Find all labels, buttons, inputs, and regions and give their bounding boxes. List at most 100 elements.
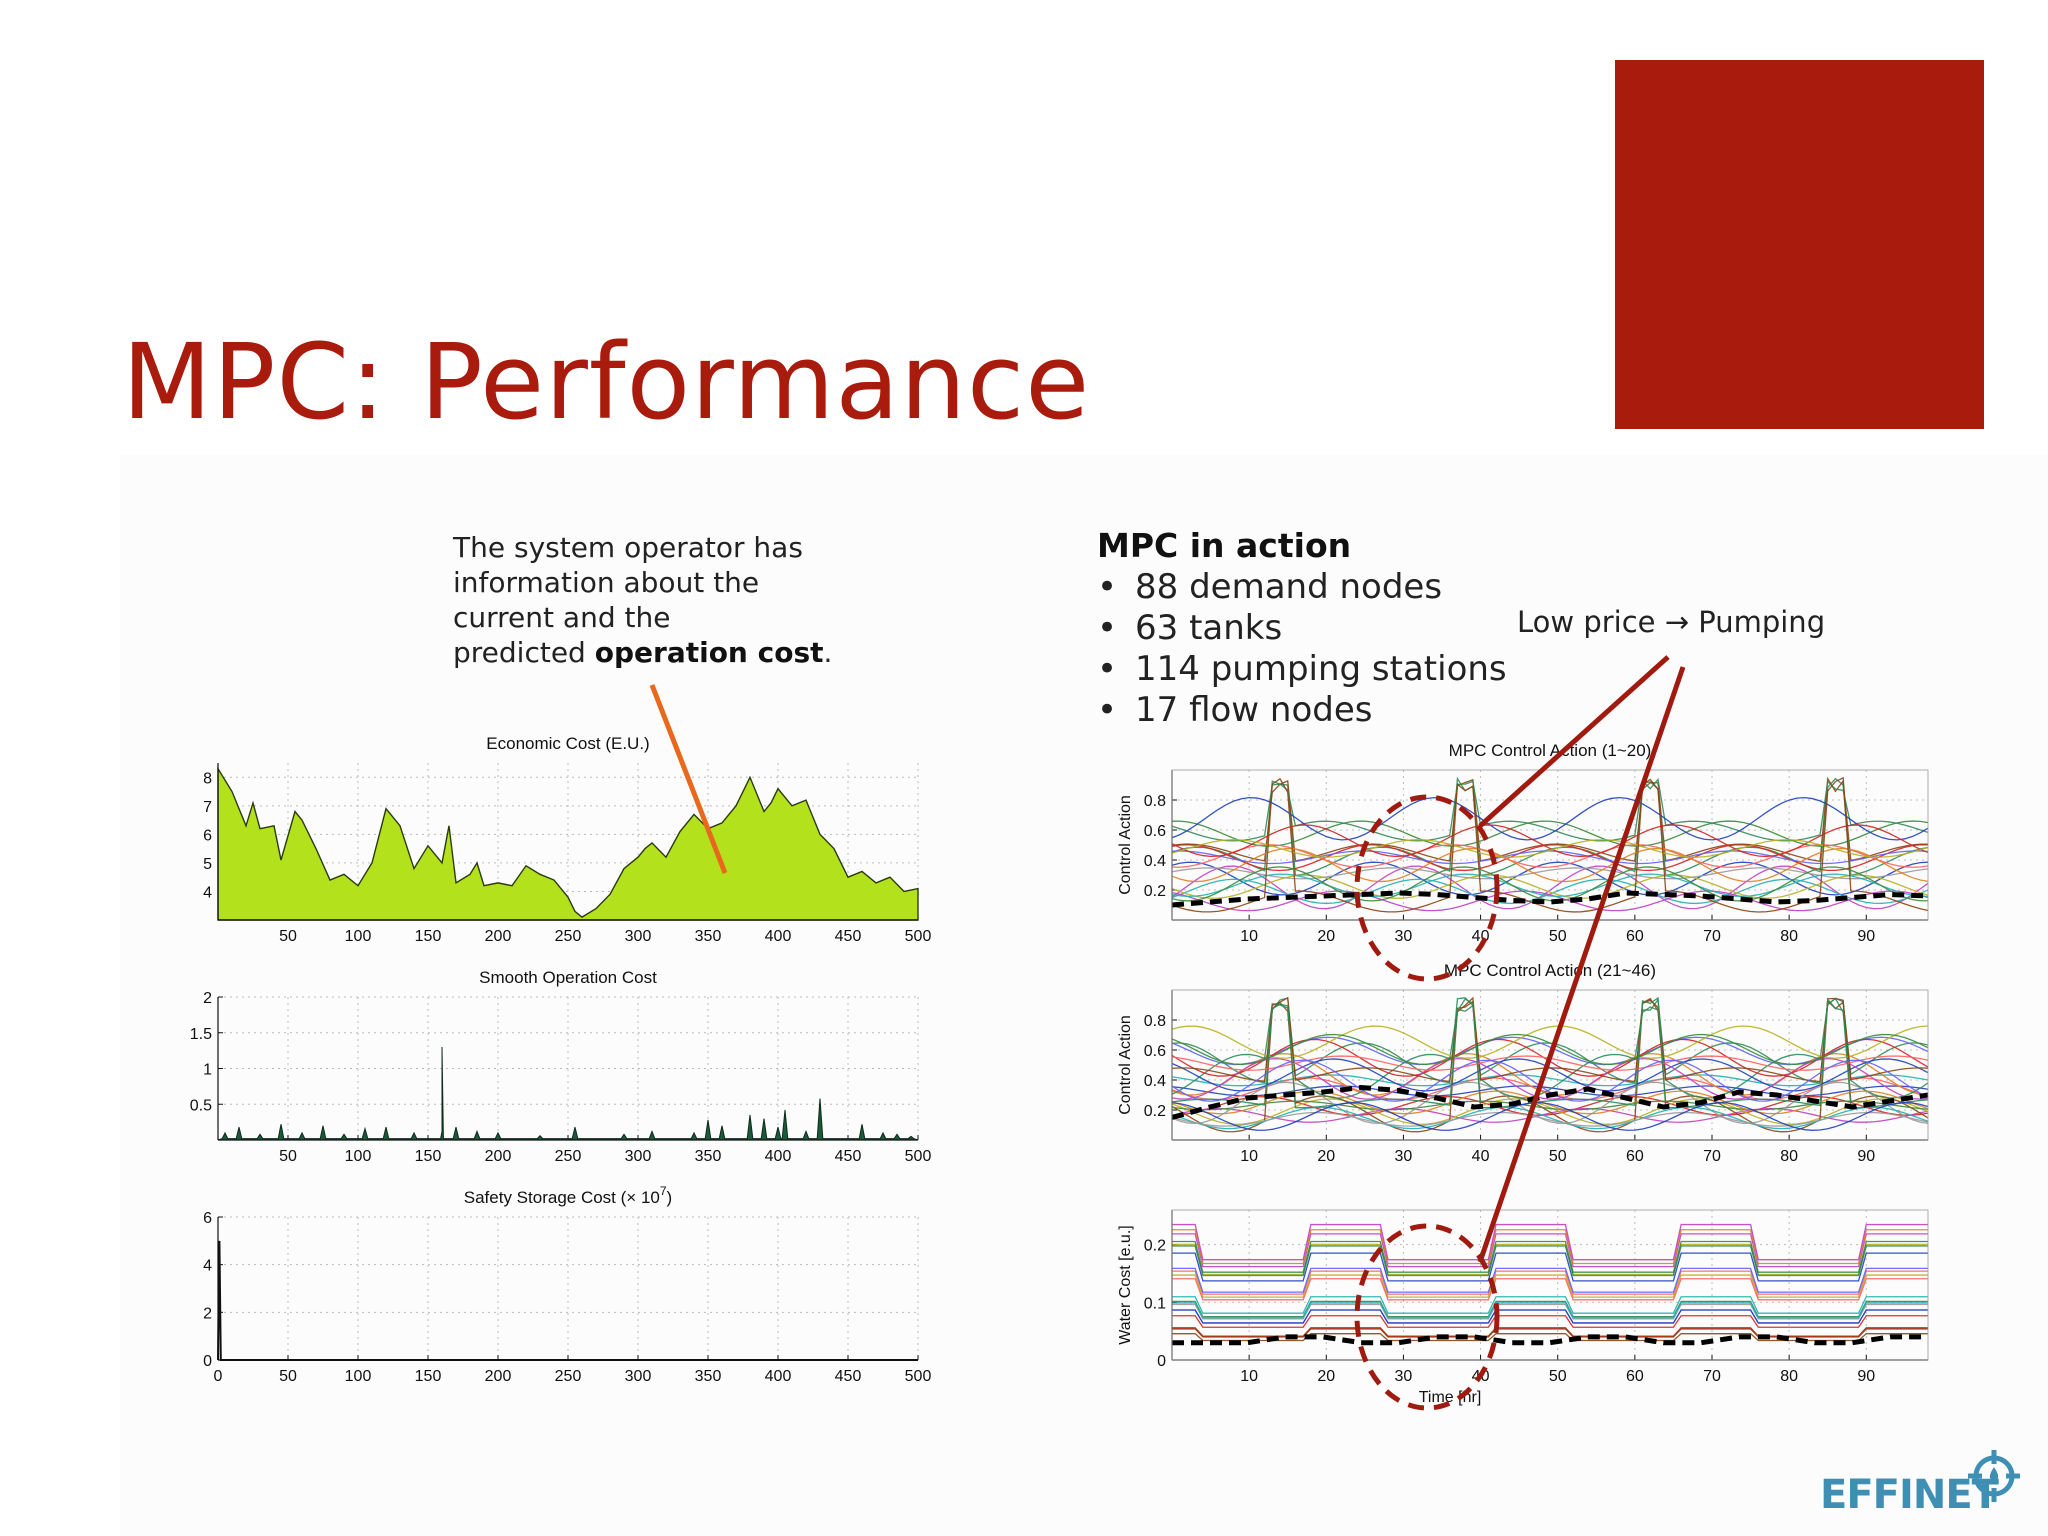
x-tick-label: 80: [1780, 1148, 1798, 1165]
dashed-highlight-ellipse-top: [1354, 794, 1500, 982]
series-line: [1171, 1057, 1929, 1100]
series-line: [1171, 997, 1929, 1133]
series-line: [1172, 1303, 1928, 1320]
x-tick-label: 50: [279, 1148, 297, 1165]
callout-line-2: information about the: [453, 566, 760, 599]
crosshair-drop-icon: [1968, 1450, 2020, 1502]
low-price-annotation: Low price → Pumping: [1517, 605, 1826, 639]
series-line: [1171, 1106, 1929, 1130]
y-tick-label: 0.6: [1144, 823, 1166, 840]
x-axis-label: Time [hr]: [1419, 1389, 1482, 1406]
x-tick-label: 60: [1626, 1368, 1644, 1385]
chart-title: Smooth Operation Cost: [479, 968, 657, 987]
x-tick-label: 500: [905, 928, 932, 945]
x-tick-label: 250: [555, 1148, 582, 1165]
chart-smooth: 50 100 150 200 250 300 350 400 450 500 0.5 1 1.5 2 Smo…: [190, 968, 932, 1165]
y-tick-label: 0.4: [1144, 853, 1166, 870]
series-line: [1172, 1243, 1928, 1276]
series-line: [1171, 1059, 1929, 1102]
series-line: [1171, 839, 1929, 858]
plot-frame: [1171, 769, 1929, 921]
mpc-bullet-item: • 114 pumping stations: [1097, 649, 1507, 690]
average-dashed-line: [1171, 1084, 1929, 1120]
mpc-bullet-item: • 63 tanks: [1097, 608, 1507, 649]
series-line: [1172, 1296, 1928, 1314]
x-tick-label: 400: [765, 928, 792, 945]
y-tick-label: 0.8: [1144, 793, 1166, 810]
x-tick-label: 80: [1780, 928, 1798, 945]
y-tick-label: 0.6: [1144, 1043, 1166, 1060]
effinet-logo: EFFINET: [1820, 1450, 2020, 1518]
y-tick-label: 2: [203, 1305, 212, 1322]
x-tick-label: 90: [1857, 1148, 1875, 1165]
series-line: [1171, 861, 1929, 896]
series-line: [1171, 847, 1929, 883]
x-tick-label: 70: [1703, 1368, 1721, 1385]
x-tick-label: 60: [1626, 1148, 1644, 1165]
series-line: [1171, 890, 1929, 912]
bullet-dot: •: [1097, 690, 1118, 730]
chart-title: MPC Control Action (1~20): [1449, 741, 1652, 760]
y-axis-label: Control Action: [1117, 795, 1134, 895]
series-line: [1172, 1223, 1928, 1261]
series-line: [1171, 878, 1929, 905]
callout-prefix: predicted: [453, 636, 595, 669]
figure-background: [120, 455, 2048, 1536]
x-tick-label: 450: [835, 1148, 862, 1165]
series-line: [1171, 796, 1929, 841]
callout-line-3: current and the: [453, 601, 671, 634]
plot-frame: [1171, 989, 1929, 1141]
x-tick-label: 350: [695, 1148, 722, 1165]
y-tick-label: 1: [203, 1062, 212, 1079]
mpc-bullet-text: 114 pumping stations: [1135, 649, 1507, 689]
x-tick-label: 350: [695, 928, 722, 945]
y-tick-label: 0: [1157, 1353, 1166, 1370]
y-tick-label: 0.2: [1144, 1103, 1166, 1120]
y-tick-label: 0: [203, 1353, 212, 1370]
series-line: [1172, 1300, 1928, 1318]
callout-suffix: .: [823, 636, 833, 669]
x-tick-label: 500: [905, 1368, 932, 1385]
y-tick-label: 7: [203, 799, 212, 816]
x-tick-label: 300: [625, 1148, 652, 1165]
callout-line-4: predicted operation cost.: [453, 635, 873, 670]
x-tick-label: 50: [1549, 1368, 1567, 1385]
smooth-cost-area: [217, 1047, 919, 1141]
x-tick-label: 30: [1395, 1148, 1413, 1165]
accent-red-block: [1615, 60, 1984, 429]
callout-line-1: [1478, 655, 1670, 828]
series-line: [1171, 820, 1929, 847]
mpc-bullet-item: • 88 demand nodes: [1097, 567, 1507, 608]
chart-ctrl2: 10 20 30 40 50 60 70 80 90 0.2 0.4 0.6 0.8 MPC Contro…: [1117, 961, 1929, 1165]
x-tick-label: 150: [415, 1148, 442, 1165]
x-tick-label: 10: [1240, 1148, 1258, 1165]
x-tick-label: 200: [485, 1148, 512, 1165]
y-tick-label: 0.2: [1144, 1238, 1166, 1255]
chart-economic: 50 100 150 200 250 300 350 400 450 500 4 5 6 7 8 Econom…: [203, 734, 931, 945]
dashed-highlight-ellipse-bottom: [1354, 1223, 1500, 1411]
slide-title: MPC: Performance: [122, 321, 1091, 443]
series-line: [1172, 1267, 1928, 1293]
series-line: [1171, 824, 1929, 858]
x-tick-label: 300: [625, 1368, 652, 1385]
x-tick-label: 50: [1549, 1148, 1567, 1165]
mpc-bullet-text: 88 demand nodes: [1135, 567, 1443, 607]
series-line: [1171, 873, 1929, 898]
x-tick-label: 400: [765, 1368, 792, 1385]
economic-cost-area: [217, 766, 919, 921]
y-tick-label: 0.8: [1144, 1013, 1166, 1030]
x-tick-label: 30: [1395, 928, 1413, 945]
x-tick-label: 150: [415, 928, 442, 945]
x-tick-label: 10: [1240, 928, 1258, 945]
y-tick-label: 0.2: [1144, 883, 1166, 900]
plot-frame: [1171, 1209, 1929, 1361]
series-line: [1172, 1245, 1928, 1277]
series-line: [1171, 1025, 1929, 1059]
bullet-dot: •: [1097, 649, 1118, 689]
x-tick-label: 40: [1472, 1148, 1490, 1165]
y-tick-label: 6: [203, 1210, 212, 1227]
series-line: [1172, 1327, 1928, 1337]
chart-title: MPC Control Action (21~46): [1444, 961, 1656, 980]
